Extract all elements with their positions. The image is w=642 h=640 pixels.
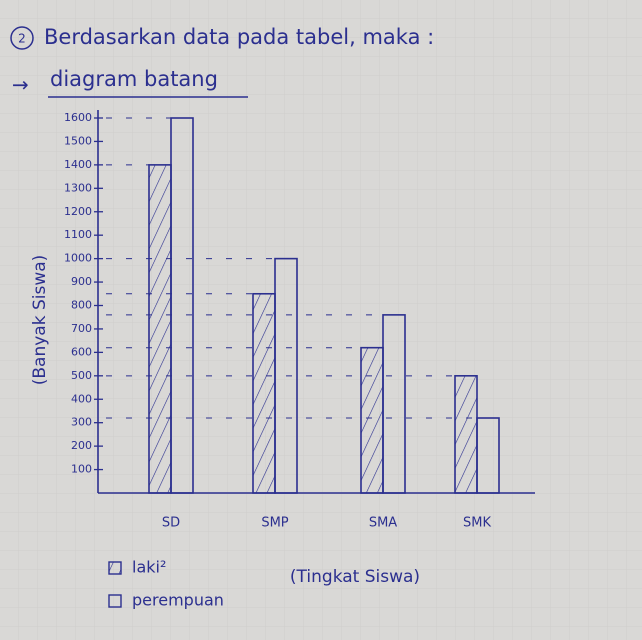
y-tick-label: 1300 [64, 181, 92, 194]
x-tick-label: SMP [261, 516, 288, 531]
number-circle [10, 26, 34, 50]
arrow: → [12, 73, 29, 97]
legend-label: perempuan [132, 591, 224, 610]
y-tick-label: 400 [71, 392, 92, 405]
bar [148, 164, 172, 494]
legend-label: laki² [132, 558, 166, 577]
y-tick-label: 600 [71, 345, 92, 358]
heading: Berdasarkan data pada tabel, maka : [44, 25, 434, 49]
y-tick-label: 1400 [64, 158, 92, 171]
y-tick-label: 300 [71, 416, 92, 429]
x-axis-label: (Tingkat Siswa) [290, 567, 420, 587]
y-tick-label: 800 [71, 299, 92, 312]
legend-swatch [108, 594, 122, 608]
bar [274, 257, 298, 494]
y-axis-label: (Banyak Siswa) [30, 255, 50, 386]
x-tick-label: SMK [463, 516, 491, 531]
y-tick-label: 1100 [64, 228, 92, 241]
bar [382, 314, 406, 494]
y-tick-label: 500 [71, 369, 92, 382]
y-tick-label: 1500 [64, 134, 92, 147]
y-tick-label: 1600 [64, 111, 92, 124]
bar [476, 417, 500, 494]
x-tick-label: SD [162, 516, 180, 531]
bar [252, 292, 276, 494]
y-tick-label: 100 [71, 463, 92, 476]
y-tick-label: 1000 [64, 252, 92, 265]
y-tick-label: 1200 [64, 205, 92, 218]
bar [170, 117, 194, 494]
number: 2 [18, 32, 26, 46]
bar [360, 346, 384, 494]
chart-title: diagram batang [50, 67, 218, 91]
y-tick-label: 700 [71, 322, 92, 335]
legend-swatch [108, 561, 122, 575]
y-tick-label: 200 [71, 439, 92, 452]
x-tick-label: SMA [369, 516, 397, 531]
y-tick-label: 900 [71, 275, 92, 288]
bar [454, 375, 478, 494]
